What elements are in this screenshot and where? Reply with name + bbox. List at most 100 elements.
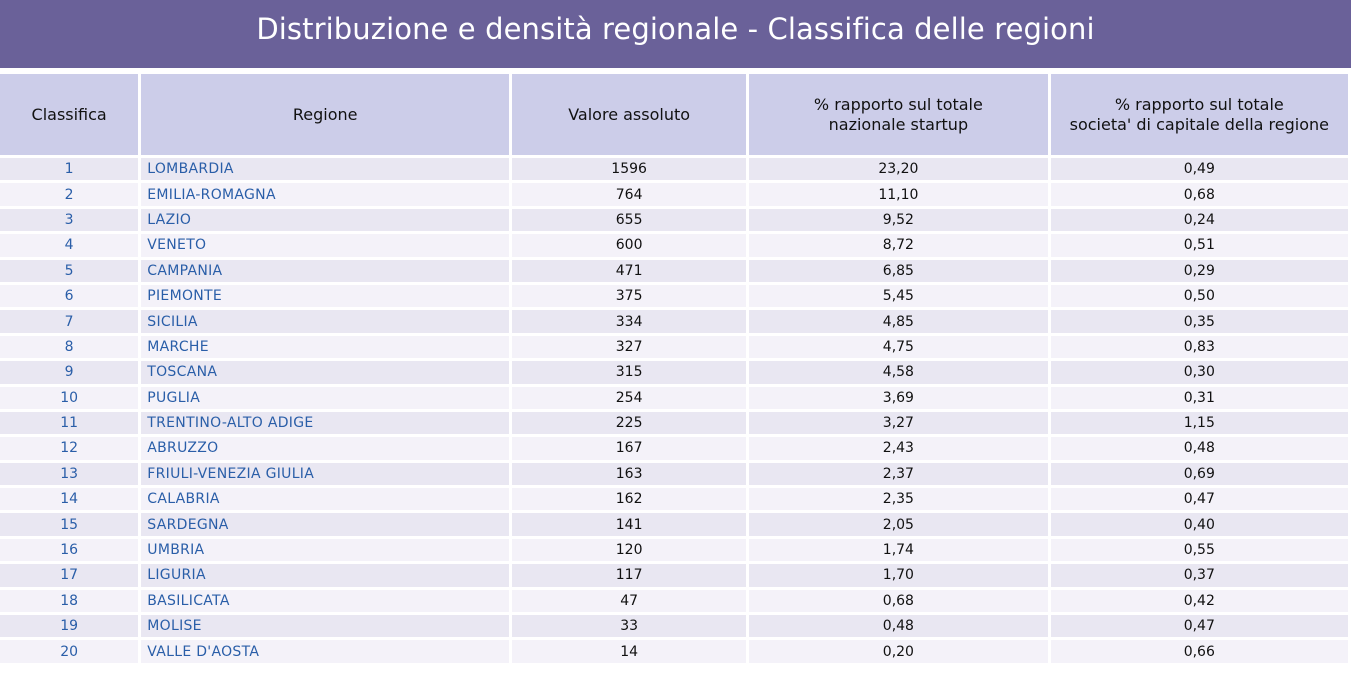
region-cell: ABRUZZO (141, 437, 510, 460)
ranking-table: Classifica Regione Valore assoluto % rap… (0, 71, 1351, 666)
value-cell: 163 (512, 462, 747, 486)
pct-region-cell: 0,66 (1050, 640, 1348, 663)
region-cell: LOMBARDIA (141, 158, 510, 181)
pct-region-cell: 0,24 (1050, 208, 1348, 232)
value-cell: 33 (512, 615, 747, 638)
table-row: 8 MARCHE 327 4,75 0,83 (0, 335, 1348, 359)
rank-cell: 6 (0, 284, 139, 308)
pct-national-cell: 11,10 (749, 183, 1048, 206)
pct-region-cell: 0,55 (1050, 538, 1348, 562)
pct-national-cell: 3,27 (749, 411, 1048, 435)
rank-cell: 7 (0, 310, 139, 333)
column-header-classifica: Classifica (0, 74, 139, 155)
table-row: 12 ABRUZZO 167 2,43 0,48 (0, 437, 1348, 460)
rank-cell: 8 (0, 335, 139, 359)
pct-national-cell: 3,69 (749, 386, 1048, 409)
rank-cell: 20 (0, 640, 139, 663)
column-header-valore-assoluto: Valore assoluto (512, 74, 747, 155)
column-header-pct-nazionale-line1: % rapporto sul totale (813, 94, 983, 114)
value-cell: 471 (512, 259, 747, 282)
table-row: 4 VENETO 600 8,72 0,51 (0, 234, 1348, 257)
region-cell: UMBRIA (141, 538, 510, 562)
column-header-pct-nazionale-line2: nazionale startup (828, 114, 969, 134)
table-row: 15 SARDEGNA 141 2,05 0,40 (0, 513, 1348, 536)
value-cell: 375 (512, 284, 747, 308)
region-cell: BASILICATA (141, 589, 510, 613)
column-header-regione: Regione (141, 74, 510, 155)
region-cell: EMILIA-ROMAGNA (141, 183, 510, 206)
rank-cell: 16 (0, 538, 139, 562)
rank-cell: 12 (0, 437, 139, 460)
value-cell: 47 (512, 589, 747, 613)
rank-cell: 3 (0, 208, 139, 232)
table-row: 6 PIEMONTE 375 5,45 0,50 (0, 284, 1348, 308)
table-row: 17 LIGURIA 117 1,70 0,37 (0, 564, 1348, 587)
rank-cell: 5 (0, 259, 139, 282)
value-cell: 167 (512, 437, 747, 460)
pct-national-cell: 1,74 (749, 538, 1048, 562)
table-header-row: Classifica Regione Valore assoluto % rap… (0, 74, 1348, 155)
value-cell: 315 (512, 361, 747, 384)
table-row: 11 TRENTINO-ALTO ADIGE 225 3,27 1,15 (0, 411, 1348, 435)
pct-national-cell: 5,45 (749, 284, 1048, 308)
pct-national-cell: 2,37 (749, 462, 1048, 486)
pct-national-cell: 0,20 (749, 640, 1048, 663)
value-cell: 162 (512, 488, 747, 511)
pct-national-cell: 0,68 (749, 589, 1048, 613)
value-cell: 14 (512, 640, 747, 663)
ranking-table-container: Classifica Regione Valore assoluto % rap… (0, 74, 1351, 666)
value-cell: 334 (512, 310, 747, 333)
region-cell: PUGLIA (141, 386, 510, 409)
pct-national-cell: 8,72 (749, 234, 1048, 257)
pct-region-cell: 0,49 (1050, 158, 1348, 181)
rank-cell: 18 (0, 589, 139, 613)
rank-cell: 13 (0, 462, 139, 486)
table-row: 7 SICILIA 334 4,85 0,35 (0, 310, 1348, 333)
title-bar: Distribuzione e densità regionale - Clas… (0, 0, 1351, 68)
column-header-pct-regione-line1: % rapporto sul totale (1114, 94, 1284, 114)
rank-cell: 9 (0, 361, 139, 384)
table-row: 20 VALLE D'AOSTA 14 0,20 0,66 (0, 640, 1348, 663)
column-header-pct-regione-line2: societa' di capitale della regione (1069, 114, 1329, 134)
table-row: 10 PUGLIA 254 3,69 0,31 (0, 386, 1348, 409)
pct-national-cell: 4,75 (749, 335, 1048, 359)
pct-region-cell: 0,29 (1050, 259, 1348, 282)
value-cell: 254 (512, 386, 747, 409)
region-cell: MARCHE (141, 335, 510, 359)
region-cell: VALLE D'AOSTA (141, 640, 510, 663)
pct-national-cell: 4,85 (749, 310, 1048, 333)
pct-national-cell: 2,35 (749, 488, 1048, 511)
pct-region-cell: 0,50 (1050, 284, 1348, 308)
pct-region-cell: 1,15 (1050, 411, 1348, 435)
pct-region-cell: 0,37 (1050, 564, 1348, 587)
pct-national-cell: 9,52 (749, 208, 1048, 232)
table-row: 1 LOMBARDIA 1596 23,20 0,49 (0, 158, 1348, 181)
value-cell: 600 (512, 234, 747, 257)
rank-cell: 19 (0, 615, 139, 638)
pct-region-cell: 0,51 (1050, 234, 1348, 257)
pct-national-cell: 0,48 (749, 615, 1048, 638)
page-title: Distribuzione e densità regionale - Clas… (256, 11, 1095, 46)
column-header-pct-nazionale: % rapporto sul totale nazionale startup (749, 74, 1048, 155)
rank-cell: 1 (0, 158, 139, 181)
region-cell: CAMPANIA (141, 259, 510, 282)
table-row: 19 MOLISE 33 0,48 0,47 (0, 615, 1348, 638)
column-header-pct-regione: % rapporto sul totale societa' di capita… (1050, 74, 1348, 155)
region-cell: LIGURIA (141, 564, 510, 587)
pct-region-cell: 0,31 (1050, 386, 1348, 409)
pct-national-cell: 2,43 (749, 437, 1048, 460)
region-cell: VENETO (141, 234, 510, 257)
value-cell: 1596 (512, 158, 747, 181)
value-cell: 141 (512, 513, 747, 536)
pct-national-cell: 6,85 (749, 259, 1048, 282)
pct-national-cell: 23,20 (749, 158, 1048, 181)
region-cell: TOSCANA (141, 361, 510, 384)
region-cell: MOLISE (141, 615, 510, 638)
rank-cell: 14 (0, 488, 139, 511)
pct-region-cell: 0,83 (1050, 335, 1348, 359)
pct-national-cell: 2,05 (749, 513, 1048, 536)
pct-region-cell: 0,48 (1050, 437, 1348, 460)
rank-cell: 10 (0, 386, 139, 409)
value-cell: 764 (512, 183, 747, 206)
pct-region-cell: 0,30 (1050, 361, 1348, 384)
